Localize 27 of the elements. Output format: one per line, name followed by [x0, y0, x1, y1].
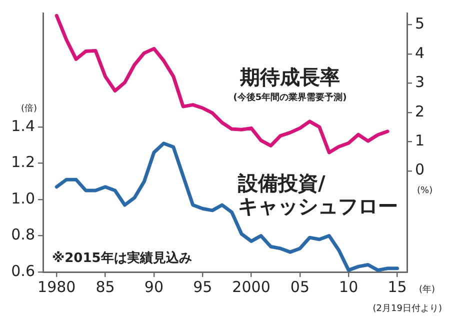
annotation: (今後5年間の業界需要予測) — [233, 92, 347, 103]
x-tick-label: 1980 — [38, 278, 76, 296]
y-tick-label: 0.8 — [11, 226, 35, 244]
y-tick-label: 1.0 — [11, 189, 35, 208]
x-tick-label: 85 — [96, 278, 115, 296]
x-tick-label: 95 — [193, 278, 212, 296]
series-label: 期待成長率 — [239, 65, 340, 89]
y2-tick-label: 2 — [415, 102, 425, 120]
y2-tick-label: 3 — [415, 73, 425, 92]
y-tick-label: 1.4 — [11, 116, 35, 135]
y2-tick-label: 0 — [415, 160, 425, 179]
y2-axis-title: (%) — [417, 186, 433, 196]
y-axis-title: (倍) — [20, 103, 38, 114]
text: (2月19日付より) — [372, 303, 442, 314]
x-tick-label: 15 — [388, 278, 407, 296]
x-tick-label: 90 — [144, 278, 164, 296]
y2-tick-label: 1 — [415, 132, 425, 150]
annotation: ※2015年は実績見込み — [52, 250, 192, 266]
x-tick-label: 05 — [290, 278, 310, 296]
y-tick-label: 0.6 — [11, 262, 35, 280]
x-axis-title: (年) — [419, 284, 436, 295]
x-tick-label: 2000 — [232, 278, 270, 296]
series-label: 設備投資/キャッシュフロー — [237, 171, 398, 218]
y2-tick-label: 5 — [415, 14, 425, 33]
x-tick-label: 10 — [339, 278, 358, 296]
y2-tick-label: 4 — [415, 44, 425, 62]
y-tick-label: 1.2 — [11, 153, 35, 172]
